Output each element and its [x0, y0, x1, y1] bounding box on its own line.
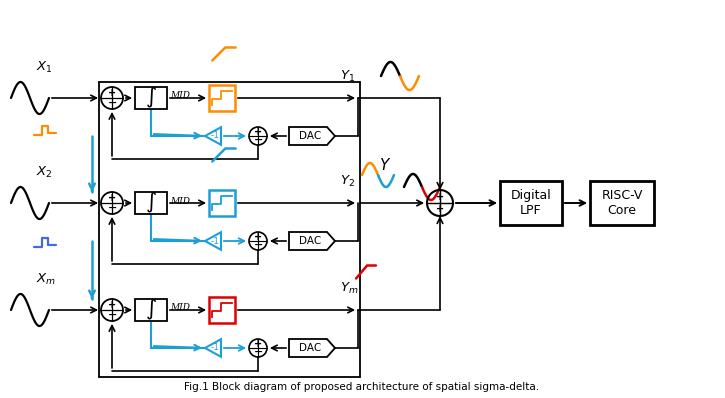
Text: −: − — [108, 203, 117, 213]
Text: $Y_2$: $Y_2$ — [340, 174, 355, 189]
FancyBboxPatch shape — [209, 85, 235, 111]
Text: Digital
LPF: Digital LPF — [510, 189, 552, 217]
Text: +: + — [254, 232, 262, 242]
Text: $X_2$: $X_2$ — [36, 165, 52, 180]
Polygon shape — [205, 339, 221, 357]
Text: -1: -1 — [210, 343, 220, 353]
Text: -1: -1 — [210, 131, 220, 140]
FancyBboxPatch shape — [135, 87, 167, 109]
Text: +: + — [109, 88, 117, 98]
Text: +: + — [436, 192, 444, 202]
Text: Fig.1 Block diagram of proposed architecture of spatial sigma-delta.: Fig.1 Block diagram of proposed architec… — [184, 382, 539, 392]
Polygon shape — [289, 339, 335, 357]
FancyBboxPatch shape — [590, 181, 654, 225]
Text: DAC: DAC — [299, 131, 321, 141]
Polygon shape — [205, 127, 221, 145]
Text: RISC-V
Core: RISC-V Core — [601, 189, 642, 217]
Text: DAC: DAC — [299, 343, 321, 353]
Text: DAC: DAC — [299, 236, 321, 246]
Text: −: − — [254, 240, 263, 250]
FancyBboxPatch shape — [209, 190, 235, 216]
Text: $X_1$: $X_1$ — [36, 60, 53, 75]
Text: −: − — [254, 135, 263, 145]
Text: $Y_m$: $Y_m$ — [340, 281, 358, 296]
FancyBboxPatch shape — [135, 299, 167, 321]
Polygon shape — [289, 127, 335, 145]
FancyBboxPatch shape — [209, 297, 235, 323]
Text: +: + — [109, 193, 117, 203]
Polygon shape — [205, 232, 221, 250]
Text: -1: -1 — [210, 236, 220, 246]
Text: $Y_1$: $Y_1$ — [340, 69, 355, 84]
Text: $\int$: $\int$ — [145, 86, 157, 110]
Text: −: − — [108, 98, 117, 108]
Text: +: + — [109, 300, 117, 310]
FancyBboxPatch shape — [500, 181, 562, 225]
Text: $Y$: $Y$ — [379, 157, 392, 173]
Text: +: + — [436, 204, 444, 214]
Text: $X_m$: $X_m$ — [36, 272, 56, 287]
Text: +: + — [254, 339, 262, 349]
Text: +: + — [254, 127, 262, 137]
Polygon shape — [289, 232, 335, 250]
FancyBboxPatch shape — [135, 192, 167, 214]
Text: $\int$: $\int$ — [145, 298, 157, 322]
Text: −: − — [108, 310, 117, 320]
Text: MID: MID — [170, 197, 190, 205]
Text: MID: MID — [170, 304, 190, 312]
Text: −: − — [254, 347, 263, 357]
Text: $\int$: $\int$ — [145, 191, 157, 215]
Text: MID: MID — [170, 92, 190, 101]
